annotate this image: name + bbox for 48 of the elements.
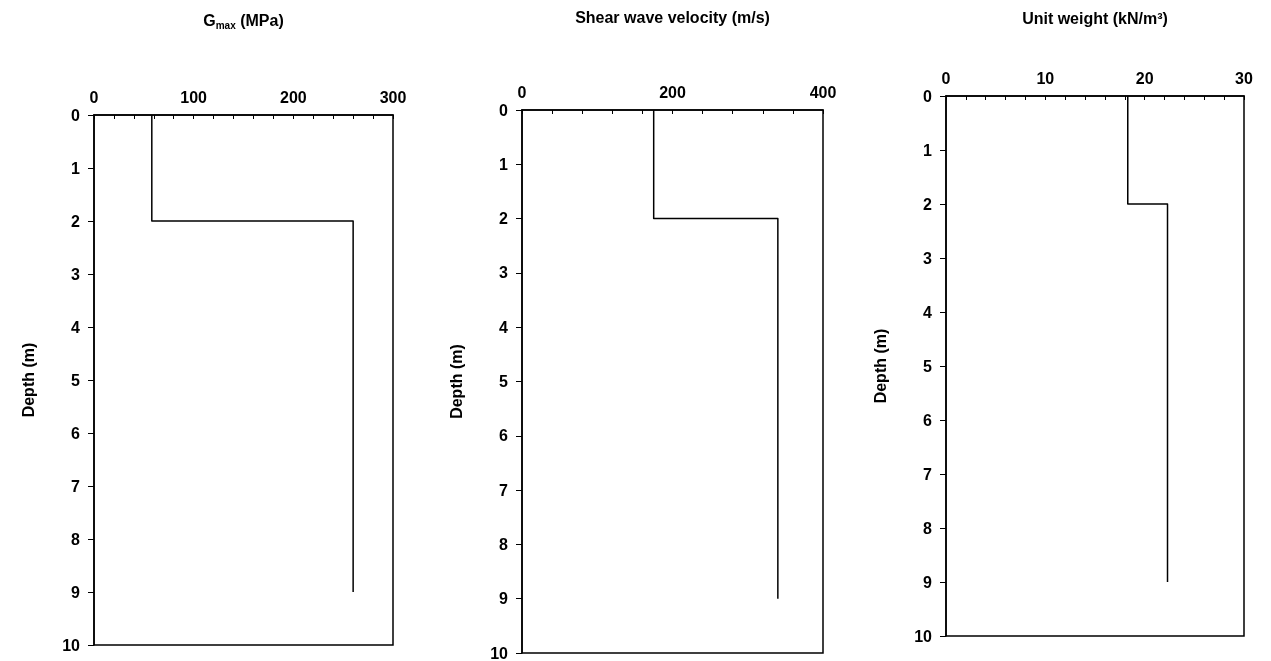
y-tick-label: 10 (62, 636, 81, 654)
y-tick-label: 6 (71, 424, 81, 442)
y-tick-label: 5 (499, 373, 509, 390)
y-tick-label: 10 (914, 627, 933, 645)
y-tick-label: 9 (499, 590, 509, 608)
y-tick-label: 0 (71, 106, 81, 124)
y-tick-label: 3 (499, 264, 509, 282)
y-tick-label: 7 (499, 481, 509, 499)
y-tick-label: 2 (71, 212, 81, 230)
y-tick-label: 0 (499, 101, 509, 119)
x-tick-label: 400 (809, 83, 837, 101)
x-tick-label: 30 (1235, 69, 1253, 87)
y-tick-label: 10 (490, 644, 509, 661)
x-tick-label: 200 (279, 88, 307, 106)
y-tick-label: 4 (923, 303, 933, 321)
y-tick-label: 1 (499, 155, 509, 173)
y-tick-label: 7 (923, 465, 933, 483)
x-tick-label: 100 (180, 88, 208, 106)
y-tick-label: 7 (71, 477, 81, 495)
x-tick-label: 0 (517, 83, 527, 101)
y-tick-label: 1 (71, 159, 81, 177)
x-axis-title: Unit weight (kN/m³) (1022, 9, 1168, 27)
y-tick-label: 4 (71, 318, 81, 336)
y-axis-title: Depth (m) (871, 328, 889, 404)
y-tick-label: 6 (499, 427, 509, 445)
y-tick-label: 6 (923, 411, 933, 429)
y-tick-label: 9 (71, 583, 81, 601)
x-tick-label: 200 (659, 83, 686, 101)
y-tick-label: 4 (499, 318, 509, 336)
x-tick-label: 300 (379, 88, 407, 106)
x-tick-label: 0 (89, 88, 99, 106)
y-tick-label: 5 (923, 357, 933, 375)
x-tick-label: 0 (941, 69, 951, 87)
y-tick-label: 2 (499, 210, 509, 228)
y-axis-title: Depth (m) (19, 342, 37, 418)
x-tick-label: 20 (1135, 69, 1154, 87)
y-tick-label: 5 (71, 371, 81, 389)
y-axis-title: Depth (m) (447, 344, 465, 419)
y-tick-label: 8 (71, 530, 81, 548)
y-tick-label: 2 (923, 195, 933, 213)
y-tick-label: 3 (71, 265, 81, 283)
y-tick-label: 3 (923, 249, 933, 267)
y-tick-label: 8 (923, 519, 933, 537)
y-tick-label: 9 (923, 573, 933, 591)
x-axis-title: Shear wave velocity (m/s) (575, 8, 770, 26)
y-tick-label: 8 (499, 535, 509, 553)
x-tick-label: 10 (1036, 69, 1055, 87)
y-tick-label: 1 (923, 141, 933, 159)
